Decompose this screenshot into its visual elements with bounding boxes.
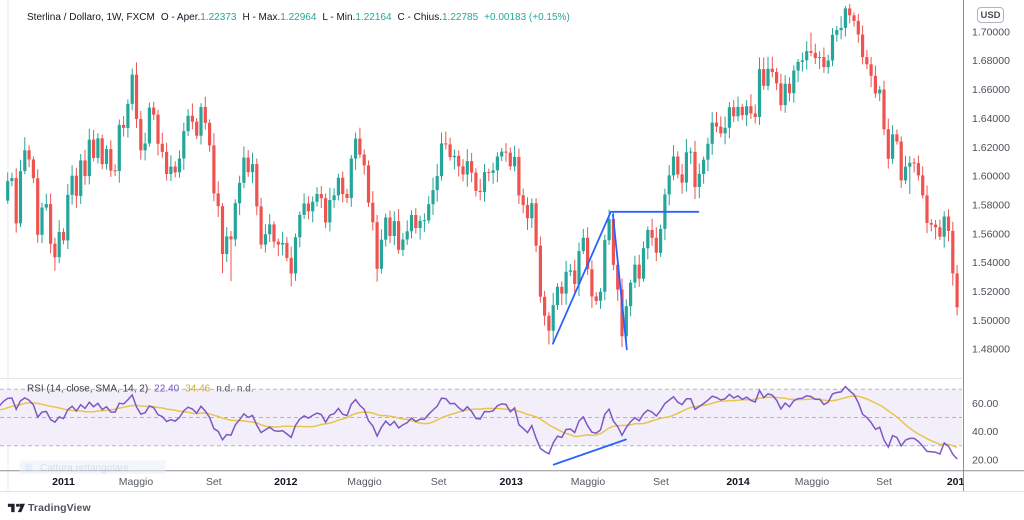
svg-text:Maggio: Maggio — [795, 476, 830, 488]
svg-text:1.70000: 1.70000 — [972, 26, 1010, 38]
svg-text:2012: 2012 — [274, 476, 298, 488]
svg-text:1.54000: 1.54000 — [972, 257, 1010, 269]
svg-text:1.58000: 1.58000 — [972, 199, 1010, 211]
svg-text:TradingView: TradingView — [28, 502, 91, 514]
svg-text:Cattura rettangolare: Cattura rettangolare — [40, 463, 129, 474]
svg-text:Maggio: Maggio — [347, 476, 382, 488]
svg-text:Maggio: Maggio — [119, 476, 154, 488]
svg-text:40.00: 40.00 — [972, 426, 998, 438]
svg-text:2015: 2015 — [947, 476, 971, 488]
svg-text:1.68000: 1.68000 — [972, 55, 1010, 67]
svg-text:Set: Set — [653, 476, 669, 488]
svg-text:1.64000: 1.64000 — [972, 113, 1010, 125]
svg-text:1.60000: 1.60000 — [972, 171, 1010, 183]
svg-text:RSI (14, close, SMA, 14, 2)22.: RSI (14, close, SMA, 14, 2) 22.40 34.46 n.d… — [27, 384, 254, 395]
svg-text:Maggio: Maggio — [571, 476, 606, 488]
svg-text:1.62000: 1.62000 — [972, 142, 1010, 154]
svg-text:1.48000: 1.48000 — [972, 344, 1010, 356]
svg-text:2014: 2014 — [726, 476, 750, 488]
svg-text:1.52000: 1.52000 — [972, 286, 1010, 298]
svg-text:1.66000: 1.66000 — [972, 84, 1010, 96]
svg-text:20.00: 20.00 — [972, 454, 998, 466]
svg-text:USD: USD — [980, 10, 1000, 21]
svg-text:60.00: 60.00 — [972, 398, 998, 410]
svg-text:2013: 2013 — [500, 476, 524, 488]
svg-text:2011: 2011 — [52, 476, 75, 488]
svg-text:Set: Set — [431, 476, 447, 488]
svg-text:1.50000: 1.50000 — [972, 315, 1010, 327]
svg-text:Set: Set — [876, 476, 892, 488]
svg-text:1.56000: 1.56000 — [972, 228, 1010, 240]
svg-text:Set: Set — [206, 476, 222, 488]
